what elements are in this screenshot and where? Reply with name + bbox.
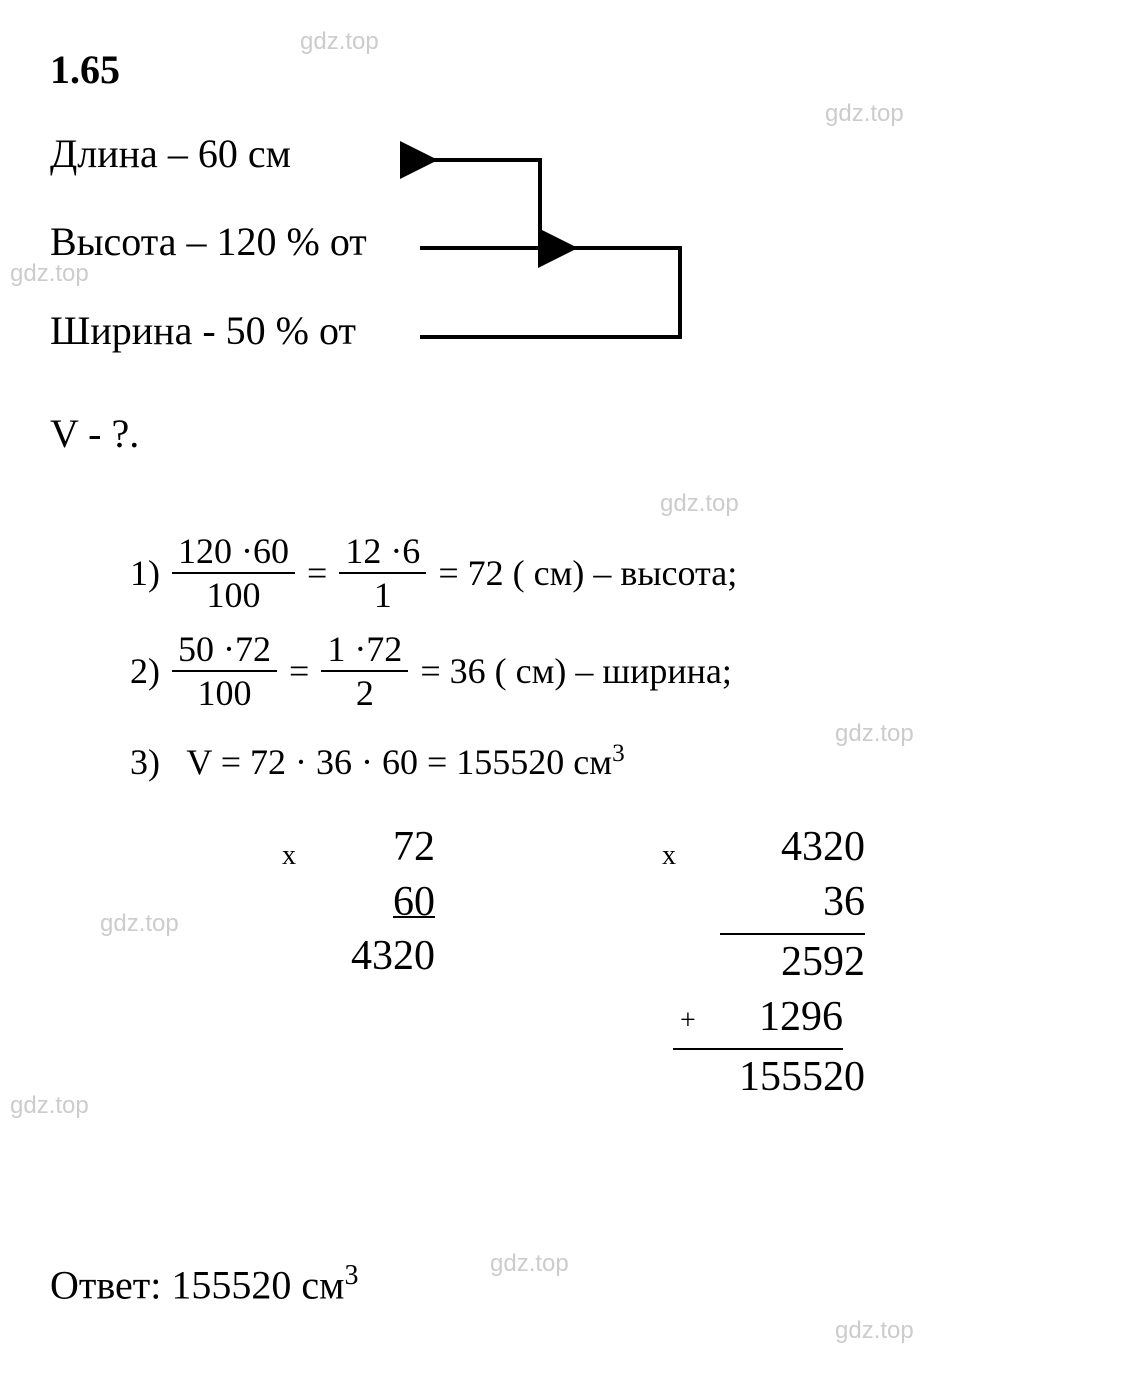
answer-sup: 3 bbox=[344, 1260, 358, 1291]
step2-num: 2) bbox=[130, 650, 160, 692]
step1-frac2: 12 ·6 1 bbox=[339, 530, 426, 616]
dependency-arrows bbox=[400, 130, 780, 360]
answer-line: Ответ: 155520 см3 bbox=[50, 1260, 358, 1308]
watermark: gdz.top bbox=[100, 910, 179, 938]
step1-result: = 72 ( см) – высота; bbox=[438, 552, 737, 594]
mult1-row1: 72 bbox=[260, 820, 435, 875]
step2-frac2: 1 ·72 2 bbox=[321, 628, 408, 714]
watermark: gdz.top bbox=[825, 100, 904, 128]
answer-text: Ответ: 155520 см bbox=[50, 1262, 344, 1307]
watermark: gdz.top bbox=[10, 1092, 89, 1120]
step-3: 3) V = 72 · 36 · 60 = 155520 см3 bbox=[130, 740, 625, 783]
mult1-block: 72 60 4320 bbox=[260, 820, 435, 984]
step1-eq1: = bbox=[307, 552, 327, 594]
mult2-partial2: 1296 bbox=[640, 990, 865, 1051]
height-line: Высота – 120 % от bbox=[50, 218, 367, 265]
watermark: gdz.top bbox=[835, 1317, 914, 1345]
mult2-row1: 4320 bbox=[640, 820, 865, 875]
problem-number: 1.65 bbox=[50, 46, 120, 93]
watermark: gdz.top bbox=[490, 1250, 569, 1278]
mult2-block: 4320 36 2592 1296 155520 bbox=[640, 820, 865, 1105]
mult1-result: 4320 bbox=[260, 929, 435, 984]
mult2-result: 155520 bbox=[640, 1050, 865, 1105]
step3-num: 3) bbox=[130, 742, 160, 782]
step1-frac1: 120 ·60 100 bbox=[172, 530, 295, 616]
volume-question: V - ?. bbox=[50, 410, 139, 457]
mult2-row2: 36 bbox=[640, 875, 865, 936]
step2-frac1: 50 ·72 100 bbox=[172, 628, 277, 714]
step-1: 1) 120 ·60 100 = 12 ·6 1 = 72 ( см) – вы… bbox=[130, 530, 737, 616]
watermark: gdz.top bbox=[300, 28, 379, 56]
step3-sup: 3 bbox=[612, 740, 625, 767]
step1-num: 1) bbox=[130, 552, 160, 594]
length-line: Длина – 60 см bbox=[50, 130, 291, 177]
step3-text: V = 72 · 36 · 60 = 155520 см bbox=[186, 742, 612, 782]
watermark: gdz.top bbox=[835, 720, 914, 748]
step-2: 2) 50 ·72 100 = 1 ·72 2 = 36 ( см) – шир… bbox=[130, 628, 732, 714]
step2-eq1: = bbox=[289, 650, 309, 692]
watermark: gdz.top bbox=[660, 490, 739, 518]
mult1-row2: 60 bbox=[260, 875, 435, 930]
width-line: Ширина - 50 % от bbox=[50, 307, 356, 354]
mult2-plus: + bbox=[680, 1005, 696, 1037]
step2-result: = 36 ( см) – ширина; bbox=[420, 650, 732, 692]
mult2-partial1: 2592 bbox=[640, 935, 865, 990]
